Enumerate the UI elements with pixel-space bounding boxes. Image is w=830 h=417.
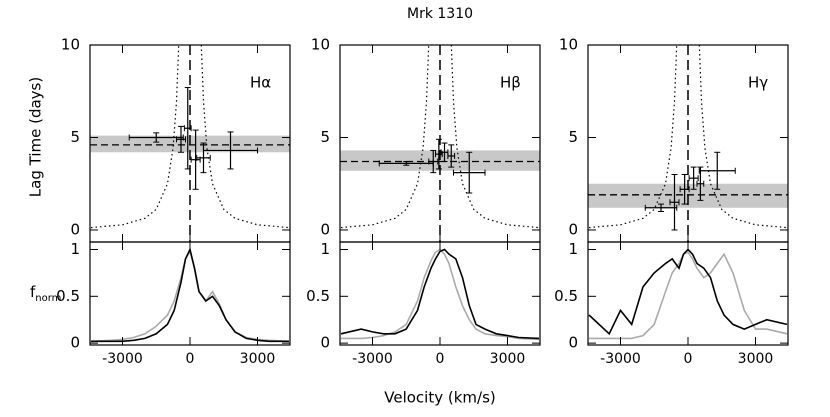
x-tick-label: -3000 (600, 351, 641, 367)
profile (588, 248, 788, 336)
y-tick-label: 0 (70, 220, 80, 238)
x-tick-label: -3000 (102, 351, 143, 367)
plot-area (340, 45, 540, 242)
line-label: Hβ (500, 74, 521, 92)
plot-area (588, 248, 788, 340)
line-label: Hα (250, 74, 271, 92)
plot-area (90, 247, 290, 343)
figure-title: Mrk 1310 (407, 6, 473, 22)
x-tick-label: 3000 (738, 351, 774, 367)
y-label-sub: norm (35, 293, 61, 304)
y-tick-label: 1 (568, 240, 578, 258)
y-tick-label: 1 (320, 240, 330, 258)
line-label: Hγ (748, 74, 768, 92)
x-tick-label: 0 (186, 351, 195, 367)
y-tick-label: 0 (320, 334, 330, 352)
y-tick-label: 0 (568, 220, 578, 238)
y-tick-label: 0.5 (554, 287, 578, 305)
axes-frame (587, 241, 789, 346)
profile (589, 251, 788, 340)
y-tick-label: 10 (311, 36, 330, 54)
plot-area (90, 45, 290, 242)
axes-frame (89, 241, 291, 346)
y-tick-label: 0 (320, 220, 330, 238)
plot-area (588, 45, 788, 242)
y-tick-label: 0.5 (306, 287, 330, 305)
y-axis-label: Lag Time (days) (27, 77, 45, 197)
profile (90, 249, 290, 343)
lag-band (340, 150, 540, 171)
x-axis-label: Velocity (km/s) (384, 389, 495, 407)
y-tick-label: 0.5 (56, 287, 80, 305)
y-tick-label: 10 (61, 36, 80, 54)
plot-area (340, 248, 540, 341)
envelope (340, 45, 540, 229)
y-label-main: f (30, 283, 36, 301)
y-tick-label: 1 (70, 240, 80, 258)
envelope (90, 45, 290, 229)
y-tick-label: 5 (320, 128, 330, 146)
x-tick-label: -3000 (352, 351, 393, 367)
profile (340, 248, 540, 340)
profile (91, 247, 289, 343)
y-tick-label: 5 (568, 128, 578, 146)
y-tick-label: 5 (70, 128, 80, 146)
y-axis-label: fnorm (30, 283, 61, 305)
x-tick-label: 0 (684, 351, 693, 367)
x-tick-label: 3000 (490, 351, 526, 367)
x-tick-label: 0 (436, 351, 445, 367)
profile (341, 248, 540, 341)
y-tick-label: 10 (559, 36, 578, 54)
axes-frame (339, 241, 541, 346)
envelope (588, 45, 788, 229)
x-tick-label: 3000 (240, 351, 276, 367)
y-tick-label: 0 (70, 334, 80, 352)
y-tick-label: 0 (568, 334, 578, 352)
